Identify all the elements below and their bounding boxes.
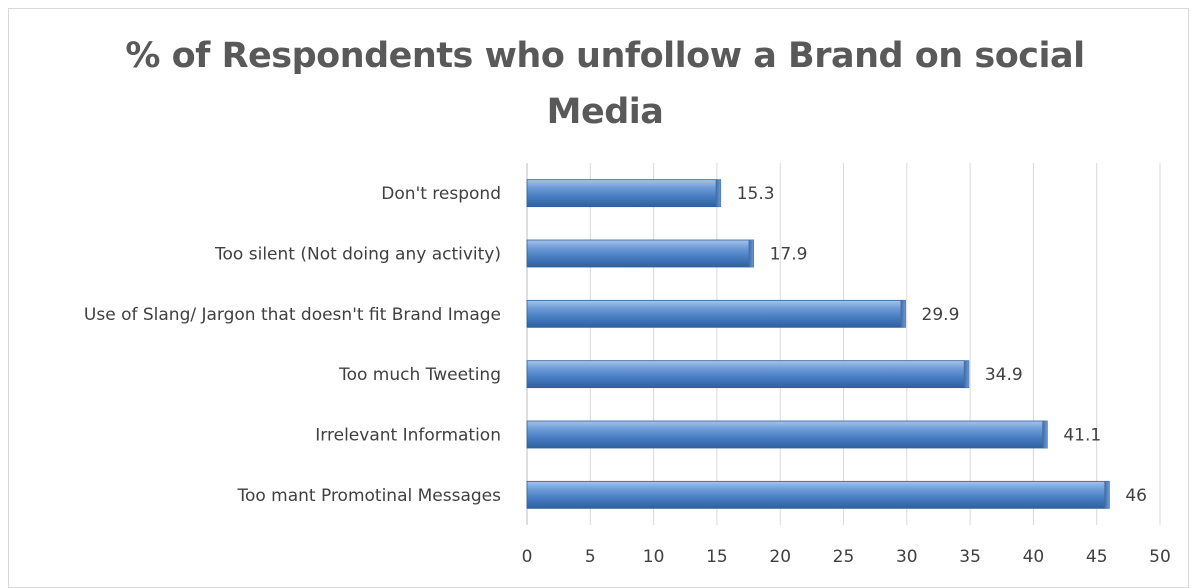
data-label: 34.9 xyxy=(985,365,1023,385)
x-tick-label: 0 xyxy=(522,547,533,567)
gridlines xyxy=(526,163,1161,525)
bar-end-cap xyxy=(1104,481,1110,509)
bar xyxy=(526,480,1110,509)
x-tick-label: 30 xyxy=(896,547,918,567)
data-label: 46 xyxy=(1125,486,1147,506)
bar xyxy=(526,360,970,389)
x-tick-label: 50 xyxy=(1149,547,1171,567)
x-tick-label: 45 xyxy=(1086,547,1108,567)
category-label: Too mant Promotinal Messages xyxy=(236,486,501,506)
bars xyxy=(526,179,1110,509)
labels: 0 5 10 15 20 25 30 35 40 45 50 Don't respond 15.3 Too… xyxy=(84,184,1171,567)
data-label: 17.9 xyxy=(770,245,808,265)
category-label: Too much Tweeting xyxy=(338,365,501,385)
x-tick-label: 5 xyxy=(585,547,596,567)
x-tick-label: 40 xyxy=(1023,547,1045,567)
category-label: Don't respond xyxy=(381,184,501,204)
category-label: Too silent (Not doing any activity) xyxy=(214,245,501,265)
x-tick-label: 35 xyxy=(959,547,981,567)
category-label: Irrelevant Information xyxy=(315,426,501,446)
bar-end-cap xyxy=(963,360,969,388)
bar-end-cap xyxy=(748,240,754,267)
bar xyxy=(526,179,722,208)
bar xyxy=(526,239,755,268)
x-tick-label: 25 xyxy=(833,547,855,567)
data-label: 15.3 xyxy=(737,184,775,204)
bar-end-cap xyxy=(900,300,906,328)
data-label: 29.9 xyxy=(922,305,960,325)
x-tick-label: 15 xyxy=(706,547,728,567)
x-tick-label: 20 xyxy=(769,547,791,567)
bar xyxy=(526,420,1048,449)
category-label: Use of Slang/ Jargon that doesn't fit Br… xyxy=(84,305,501,325)
chart-title: % of Respondents who unfollow a Brand on… xyxy=(125,36,1085,132)
x-tick-label: 10 xyxy=(643,547,665,567)
bar xyxy=(526,299,906,328)
bar-end-cap xyxy=(1042,421,1048,448)
bar-end-cap xyxy=(715,179,721,207)
data-label: 41.1 xyxy=(1063,426,1101,446)
